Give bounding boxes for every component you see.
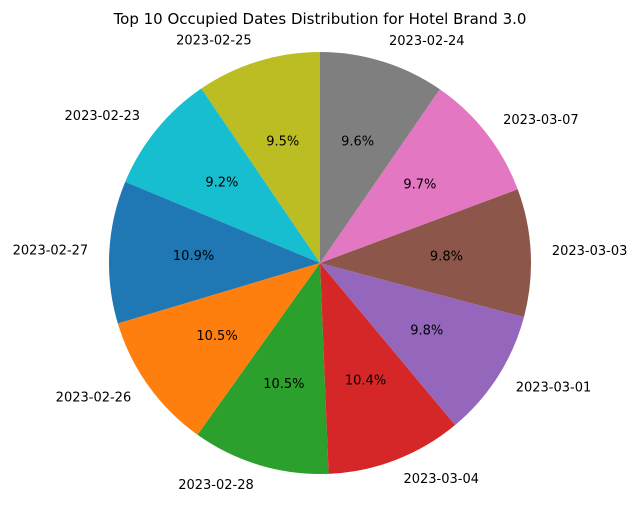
slice-category-label: 2023-03-01 [516, 380, 592, 395]
percent-label: 10.4% [345, 374, 386, 389]
percent-label: 9.8% [430, 249, 463, 264]
pie-slice-2023-02-25 [201, 52, 320, 263]
slice-category-label: 2023-03-07 [503, 113, 579, 128]
pie-slice-2023-03-04 [320, 263, 456, 474]
pie-slice-2023-03-03 [320, 189, 532, 318]
slice-category-label: 2023-02-28 [178, 478, 254, 493]
pie-slice-2023-02-27 [109, 181, 320, 324]
slice-category-label: 2023-02-25 [176, 34, 252, 49]
pie-slice-2023-03-07 [320, 89, 518, 264]
pie-slice-2023-02-23 [125, 88, 321, 264]
percent-label: 9.2% [205, 176, 238, 191]
percent-label: 9.5% [266, 135, 299, 150]
percent-label: 9.8% [410, 324, 443, 339]
chart-title: Top 10 Occupied Dates Distribution for H… [113, 10, 527, 28]
percent-labels: 9.5% 9.2% 10.9% 10.5% 10.5% 10.4% 9.8% 9.8% 9.7%… [173, 135, 463, 392]
slice-category-label: 2023-02-24 [389, 34, 465, 49]
slice-category-label: 2023-02-27 [13, 243, 89, 258]
slice-category-label: 2023-03-03 [552, 244, 628, 259]
category-labels: 2023-02-25 2023-02-23 2023-02-27 2023-02-26… [13, 34, 628, 493]
slice-category-label: 2023-02-23 [65, 109, 141, 124]
percent-label: 9.7% [403, 178, 436, 193]
pie-slices [109, 52, 532, 474]
slice-category-label: 2023-02-26 [56, 391, 132, 406]
pie-slice-2023-02-26 [117, 263, 320, 435]
pie-slice-2023-02-28 [197, 263, 329, 474]
pie-slice-2023-02-24 [320, 52, 440, 263]
percent-label: 10.5% [263, 377, 304, 392]
pie-slice-2023-03-01 [320, 263, 524, 426]
percent-label: 9.6% [341, 135, 374, 150]
slice-category-label: 2023-03-04 [403, 472, 479, 487]
percent-label: 10.5% [196, 329, 237, 344]
percent-label: 10.9% [173, 249, 214, 264]
